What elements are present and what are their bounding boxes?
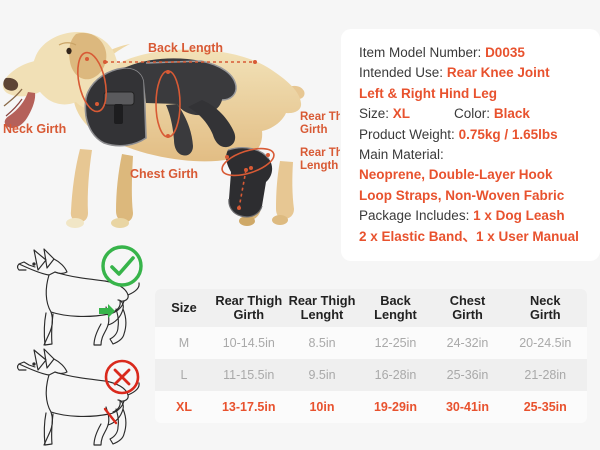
svg-text:Length: Length	[300, 160, 338, 172]
svg-text:Rear Thihg: Rear Thihg	[300, 147, 340, 159]
svg-text:Rear Thihg: Rear Thihg	[300, 111, 340, 123]
svg-text:Chest Girth: Chest Girth	[130, 167, 198, 181]
svg-text:Girth: Girth	[300, 124, 327, 136]
svg-text:Neck Girth: Neck Girth	[3, 122, 66, 136]
svg-text:Back Length: Back Length	[148, 41, 223, 55]
